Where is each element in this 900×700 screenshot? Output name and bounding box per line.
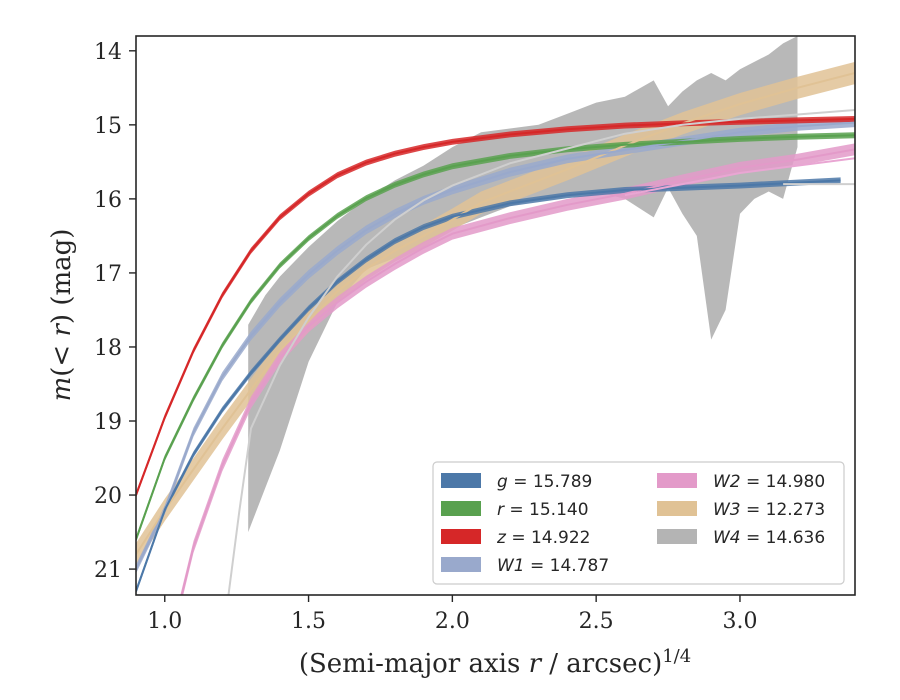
legend-swatch-w2 bbox=[657, 473, 697, 488]
y-tick-label: 17 bbox=[94, 262, 122, 287]
extra-line-2 bbox=[624, 157, 855, 197]
plot-frame bbox=[135, 35, 856, 596]
uncertainty-bands bbox=[136, 36, 855, 595]
legend-swatch-w4 bbox=[657, 529, 697, 544]
x-axis-label: (Semi-major axis r / arcsec)1/4 bbox=[299, 646, 691, 679]
y-tick-label: 21 bbox=[94, 558, 122, 583]
legend-label-w3: W3 = 12.273 bbox=[713, 500, 825, 520]
legend-label-w1: W1 = 14.787 bbox=[497, 556, 609, 576]
y-tick-label: 20 bbox=[94, 484, 122, 509]
legend-label-z: z = 14.922 bbox=[496, 528, 590, 548]
legend-swatch-g bbox=[441, 473, 481, 488]
legend-swatch-r bbox=[441, 501, 481, 516]
legend-label-r: r = 15.140 bbox=[497, 500, 589, 520]
line-w2 bbox=[180, 148, 855, 595]
line-g bbox=[136, 179, 841, 592]
y-axis-label: m(< r) (mag) bbox=[47, 229, 77, 402]
legend-label-g: g = 15.789 bbox=[497, 472, 592, 492]
legend: g = 15.789 r = 15.140 z = 14.922 W1 = 14.78… bbox=[432, 461, 845, 585]
y-tick-label: 19 bbox=[94, 410, 122, 435]
legend-box bbox=[432, 461, 845, 585]
y-axis-ticks: 14 15 16 17 18 19 20 21 bbox=[94, 40, 136, 583]
y-tick-label: 14 bbox=[94, 40, 122, 65]
y-tick-label: 18 bbox=[94, 336, 122, 361]
band-w4 bbox=[248, 36, 798, 533]
x-tick-label: 2.5 bbox=[579, 609, 614, 634]
x-axis-ticks: 1.0 1.5 2.0 2.5 3.0 bbox=[147, 595, 757, 634]
line-w3 bbox=[136, 72, 855, 555]
x-tick-label: 1.0 bbox=[147, 609, 182, 634]
x-tick-label: 1.5 bbox=[291, 609, 326, 634]
legend-swatch-w1 bbox=[441, 557, 481, 572]
x-tick-label: 3.0 bbox=[722, 609, 757, 634]
legend-label-w4: W4 = 14.636 bbox=[713, 528, 825, 548]
band-r bbox=[136, 132, 855, 543]
series-lines bbox=[136, 72, 855, 595]
y-tick-label: 16 bbox=[94, 188, 122, 213]
line-r bbox=[136, 134, 855, 540]
legend-swatch-w3 bbox=[657, 501, 697, 516]
line-z bbox=[136, 117, 855, 496]
y-tick-label: 15 bbox=[94, 114, 122, 139]
legend-label-w2: W2 = 14.980 bbox=[713, 472, 825, 492]
x-tick-label: 2.0 bbox=[435, 609, 470, 634]
extra-line-0 bbox=[227, 109, 855, 595]
legend-swatch-z bbox=[441, 529, 481, 544]
